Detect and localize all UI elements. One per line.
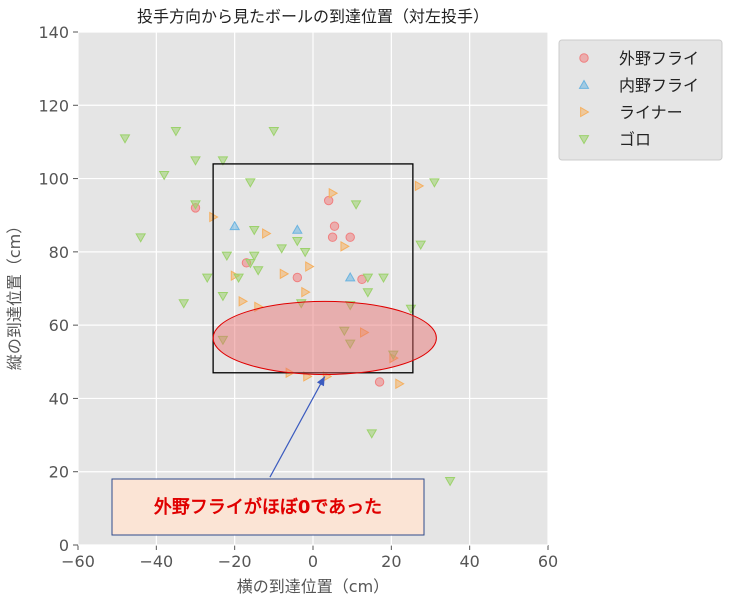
y-tick-label: 140 (38, 23, 69, 42)
data-point (344, 271, 356, 282)
data-point (323, 195, 334, 206)
y-tick-label: 100 (38, 170, 69, 189)
x-tick-label: 20 (381, 552, 401, 571)
data-point (292, 272, 303, 283)
data-point (119, 134, 131, 144)
data-point (327, 232, 338, 242)
data-point (244, 258, 256, 269)
legend-marker (578, 135, 590, 145)
legend-label: ゴロ (619, 130, 651, 149)
x-tick-label: −20 (218, 552, 252, 571)
data-point (262, 228, 272, 239)
data-point (329, 221, 340, 231)
x-tick-label: −60 (61, 552, 95, 571)
data-point (268, 127, 280, 137)
annotation-box (111, 478, 425, 536)
legend-label: 内野フライ (619, 76, 699, 95)
data-point (217, 291, 229, 302)
data-point (291, 224, 303, 234)
data-point (374, 377, 385, 387)
data-point (345, 232, 355, 242)
data-point (378, 273, 389, 284)
data-point (291, 236, 303, 247)
legend-frame (558, 39, 723, 161)
data-point (338, 326, 350, 337)
overlay-layer: 外野フライがほぼ0であった (111, 163, 437, 536)
y-tick-label: 120 (38, 96, 69, 115)
data-point (190, 200, 201, 210)
data-point (387, 350, 399, 360)
series-1 (229, 220, 356, 282)
y-tick-label: 0 (59, 536, 69, 555)
y-tick-label: 80 (49, 243, 69, 262)
data-point (350, 200, 362, 210)
data-point (344, 339, 356, 349)
data-point (362, 273, 374, 284)
data-point (221, 251, 233, 262)
data-point (238, 295, 249, 307)
data-point (248, 225, 260, 236)
data-point (299, 247, 311, 258)
data-point (158, 171, 170, 181)
data-point (248, 251, 260, 262)
chart-title: 投手方向から見たボールの到達位置（対左投手） (137, 7, 489, 26)
annotation-arrow-line (269, 376, 326, 478)
data-point (170, 127, 182, 137)
annotation-arrow-head (316, 376, 325, 387)
data-point (362, 288, 374, 298)
x-tick-label: 40 (459, 552, 479, 571)
data-point (444, 477, 456, 487)
legend-marker (580, 106, 590, 118)
data-point (217, 335, 229, 346)
data-point (229, 220, 241, 231)
data-point (301, 286, 311, 298)
data-point (415, 240, 427, 251)
data-point (414, 180, 425, 192)
y-tick-label: 40 (49, 389, 69, 408)
data-point (233, 273, 244, 284)
data-point (429, 178, 440, 188)
data-point (217, 156, 229, 166)
legend-marker (578, 79, 590, 89)
data-point (360, 327, 370, 338)
data-point (366, 429, 378, 439)
data-point (190, 156, 201, 166)
data-point (135, 233, 147, 243)
y-tick-label: 20 (49, 463, 69, 482)
data-point (395, 378, 405, 390)
data-point (305, 261, 315, 272)
legend-marker (579, 53, 589, 63)
data-point (279, 268, 290, 280)
x-tick-label: 0 (308, 552, 318, 571)
data-point (276, 244, 288, 254)
data-point (252, 266, 264, 276)
strike-zone-box (212, 163, 414, 374)
legend-label: ライナー (619, 103, 683, 122)
highlight-ellipse (212, 300, 437, 376)
plot-area: −60 −40 −20 0 20 40 60 0 20 40 60 80 100 120 140 (38, 23, 558, 571)
legend-label: 外野フライ (619, 49, 699, 68)
y-axis-label: 縦の到達位置（cm） (5, 218, 24, 370)
data-point (328, 187, 339, 199)
data-point (344, 301, 356, 311)
x-axis-label: 横の到達位置（cm） (237, 577, 389, 596)
data-point (178, 299, 190, 309)
data-point (340, 240, 350, 252)
annotation-text: 外野フライがほぼ0であった (154, 496, 382, 518)
x-tick-label: −40 (139, 552, 173, 571)
x-tick-label: 60 (538, 552, 558, 571)
data-point (244, 178, 256, 188)
y-tick-label: 60 (49, 316, 69, 335)
data-point (201, 273, 213, 284)
